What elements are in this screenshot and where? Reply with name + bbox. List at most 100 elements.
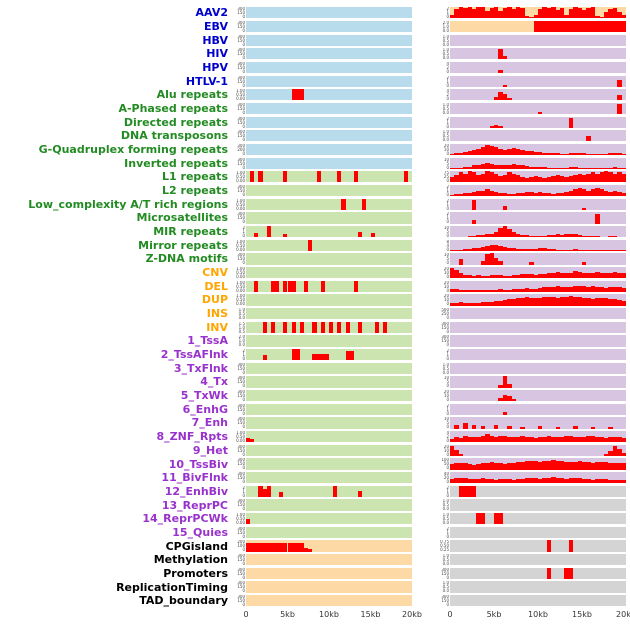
y-axis-tick-label: 2 xyxy=(446,198,449,203)
data-bar xyxy=(450,250,455,251)
track-panel-right xyxy=(450,540,626,552)
y-axis-tick-label: 0 xyxy=(242,547,245,552)
y-axis-tick-label: 300 xyxy=(237,75,245,80)
y-axis-tick-label: 300 xyxy=(237,143,245,148)
data-bar xyxy=(507,426,512,429)
y-axis-tick-label: 0 xyxy=(446,246,449,251)
data-bar xyxy=(538,287,543,292)
data-bar xyxy=(604,479,609,484)
data-bar xyxy=(246,437,251,443)
data-bar xyxy=(507,149,512,156)
y-axis-tick-label: 4 xyxy=(446,89,449,94)
track-panel-right xyxy=(450,390,626,402)
data-bar xyxy=(467,303,472,306)
data-bar xyxy=(542,297,547,306)
y-axis-tick-label: 10 xyxy=(443,417,449,422)
y-axis-tick-label: 0 xyxy=(446,602,449,607)
y-axis-tick-label: 1.0 xyxy=(442,34,449,39)
data-bar xyxy=(520,248,525,251)
data-bar xyxy=(467,478,472,484)
y-axis-tick-label: 1.0 xyxy=(442,581,449,586)
track-row: Z-DNA motifs 300 150 0 10 5 0 xyxy=(0,252,630,266)
y-axis-ticks-right: 20 10 0 xyxy=(436,281,450,292)
data-bar xyxy=(480,234,486,238)
track-label: 6_EnhG xyxy=(182,402,228,416)
data-bar xyxy=(590,298,596,306)
data-bar xyxy=(485,462,490,470)
data-bar xyxy=(472,479,477,484)
data-bar xyxy=(524,191,530,197)
x-axis-tick-label: 20kb xyxy=(616,609,630,619)
data-bar xyxy=(546,192,552,197)
track-row: 8_ZNF_Rpts 1.00 0.50 0.00 4 2 0 xyxy=(0,430,630,444)
data-bar xyxy=(573,426,578,429)
y-axis-tick-label: 0.50 xyxy=(236,434,245,440)
data-bar xyxy=(450,478,455,484)
track-row: Alu repeats 1.00 0.50 0.00 4 2 0 xyxy=(0,88,630,102)
x-axis-tick-label: 5kb xyxy=(280,609,295,619)
data-bar xyxy=(480,261,486,265)
data-bar xyxy=(538,274,543,279)
track-panel-right xyxy=(450,485,626,497)
track-panel-right xyxy=(450,431,626,443)
data-bar xyxy=(546,460,552,470)
data-bar xyxy=(586,136,591,142)
data-bar xyxy=(617,479,622,484)
data-bar xyxy=(568,167,574,169)
track-panel-right xyxy=(450,116,626,128)
data-bar xyxy=(621,273,626,279)
y-axis-ticks-left: 300 150 0 xyxy=(232,35,246,46)
data-bar xyxy=(560,249,565,251)
data-bar xyxy=(494,462,499,470)
y-axis-tick-label: 1 xyxy=(446,529,449,535)
data-bar xyxy=(595,298,600,306)
data-bar xyxy=(458,249,464,251)
data-bar xyxy=(551,20,556,33)
data-bar xyxy=(577,249,582,251)
data-bar xyxy=(582,272,587,279)
data-bar xyxy=(494,289,499,292)
y-axis-tick-label: 0 xyxy=(446,14,449,19)
data-bar xyxy=(454,270,459,279)
data-bar xyxy=(489,190,494,197)
y-axis-tick-label: 150 xyxy=(441,570,449,576)
data-bar xyxy=(489,435,494,443)
data-bar xyxy=(586,436,591,443)
data-bar xyxy=(507,299,512,306)
data-bar xyxy=(529,288,534,292)
data-bar xyxy=(542,273,547,279)
data-bar xyxy=(520,478,525,484)
track-rows-container: AAV2 300 150 0 2 1 0 EBV 300 150 0 2.0 1.0 0.0 HBV 300 1… xyxy=(0,6,630,608)
data-bar xyxy=(582,167,587,169)
y-axis-tick-label: 0 xyxy=(446,342,449,347)
data-bar xyxy=(586,168,591,169)
y-axis-tick-label: 150 xyxy=(237,557,245,563)
data-bar xyxy=(467,436,472,443)
y-axis-tick-label: 1 xyxy=(242,352,245,358)
data-bar xyxy=(542,436,547,443)
track-panel-right xyxy=(450,61,626,74)
y-axis-ticks-left: 300 150 0 xyxy=(232,62,246,73)
y-axis-tick-label: 150 xyxy=(237,51,245,57)
y-axis-tick-label: 0 xyxy=(242,14,245,19)
y-axis-tick-label: 10 xyxy=(443,253,449,258)
y-axis-tick-label: 0.50 xyxy=(236,516,245,522)
y-axis-tick-label: 1.00 xyxy=(236,294,245,299)
data-bar xyxy=(480,513,486,525)
data-bar xyxy=(295,542,300,552)
data-bar xyxy=(533,166,538,169)
data-bar xyxy=(586,8,591,19)
data-bar xyxy=(546,234,552,238)
data-bar xyxy=(270,280,276,292)
data-bar xyxy=(498,513,503,525)
track-panel-left xyxy=(246,485,412,497)
data-bar xyxy=(502,225,508,238)
data-bar xyxy=(485,290,490,292)
track-row: 14_ReprPCWk 1.00 0.50 0.00 1.0 0.5 0.0 xyxy=(0,512,630,526)
y-axis-tick-label: 2 xyxy=(242,485,245,490)
y-axis-tick-label: 300 xyxy=(237,116,245,121)
data-bar xyxy=(608,153,613,156)
